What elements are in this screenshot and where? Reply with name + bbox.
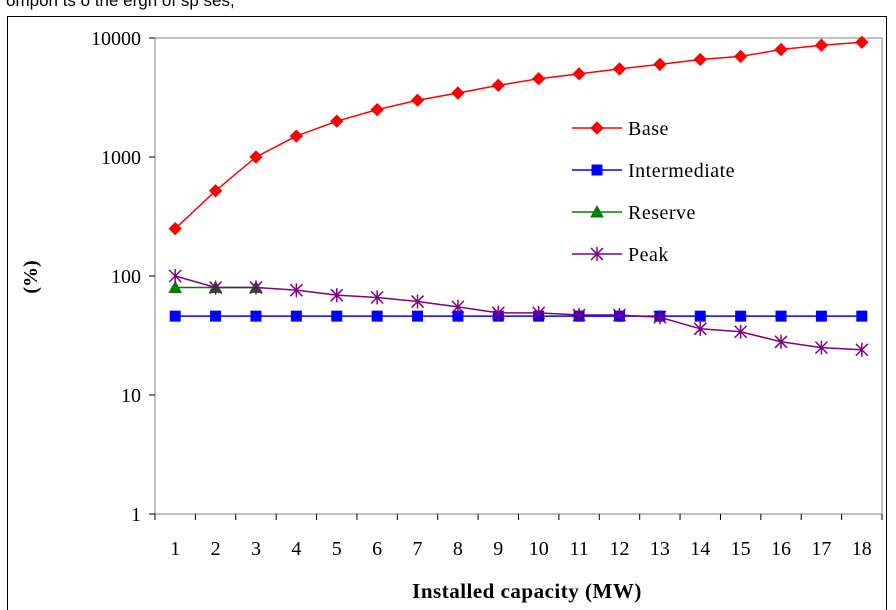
chart-frame	[7, 16, 887, 610]
y-ticks: 1 10 100 1000 10000	[91, 28, 155, 526]
base-point	[289, 129, 304, 143]
peak-point	[451, 299, 465, 314]
x-tick-label: 18	[852, 538, 872, 560]
legend-marker	[591, 164, 603, 176]
peak-point	[330, 288, 344, 303]
x-tick-label: 8	[453, 538, 463, 560]
peak-point	[855, 342, 869, 357]
peak-point	[491, 305, 505, 320]
legend-item-intermediate: Intermediate	[572, 160, 735, 182]
y-axis-label: (%)	[20, 260, 42, 293]
legend-marker	[590, 247, 604, 261]
intermediate-point	[815, 310, 827, 322]
base-point	[774, 42, 788, 57]
y-tick-label: 1000	[101, 147, 141, 169]
peak-point	[289, 283, 303, 298]
reserve-point	[168, 280, 183, 294]
x-tick-label: 14	[690, 538, 710, 560]
intermediate-point	[694, 310, 706, 322]
figure-caption-fragment: ompon ts o the ergh of sp ses,	[6, 0, 235, 10]
series-peak	[168, 269, 869, 357]
x-tick-label: 7	[413, 538, 423, 560]
base-point	[653, 57, 667, 72]
y-tick-label: 10	[121, 385, 141, 407]
peak-point	[209, 280, 223, 295]
intermediate-point	[331, 310, 343, 322]
series-layer	[168, 35, 869, 357]
base-point	[491, 78, 506, 93]
y-tick-label: 10000	[91, 28, 141, 50]
x-tick-label: 2	[211, 538, 221, 560]
x-tick-label: 15	[731, 538, 751, 560]
peak-point	[532, 305, 546, 320]
intermediate-point	[169, 310, 181, 322]
plot-area-border	[154, 37, 883, 515]
legend-item-base: Base	[572, 118, 669, 140]
base-point	[572, 67, 586, 81]
legend-item-reserve: Reserve	[572, 202, 696, 224]
intermediate-point	[775, 310, 787, 322]
base-point	[410, 93, 425, 107]
x-tick-label: 3	[251, 538, 261, 560]
legend-marker	[590, 121, 604, 135]
peak-point	[612, 308, 627, 323]
base-point	[612, 62, 627, 76]
intermediate-point	[412, 310, 424, 322]
x-tick-label: 5	[332, 538, 342, 560]
base-point	[855, 35, 869, 50]
peak-point	[572, 308, 586, 323]
peak-point	[249, 280, 263, 295]
intermediate-point	[735, 310, 747, 322]
base-point	[168, 221, 182, 236]
intermediate-point	[210, 310, 222, 322]
peak-point	[774, 334, 788, 349]
base-point	[814, 38, 829, 52]
legend: Base Intermediate Reserve Peak	[572, 118, 735, 266]
y-tick-label: 1	[131, 504, 141, 526]
intermediate-point	[290, 310, 302, 322]
peak-point	[734, 324, 748, 339]
x-tick-label: 17	[811, 538, 831, 560]
x-ticks: 1 2 3 4 5 6 7 8 9 10 11 12 13 14 15 16 17 18	[154, 514, 883, 560]
base-point	[451, 86, 465, 100]
legend-label: Reserve	[628, 202, 696, 224]
peak-point	[410, 294, 425, 309]
x-axis-label: Installed capacity (MW)	[412, 579, 642, 603]
x-tick-label: 9	[493, 538, 503, 560]
x-tick-label: 10	[529, 538, 549, 560]
base-point	[208, 184, 223, 198]
x-tick-label: 4	[291, 538, 301, 560]
x-tick-label: 16	[771, 538, 791, 560]
peak-point	[693, 321, 707, 336]
x-tick-label: 11	[569, 538, 588, 560]
base-line	[174, 41, 862, 230]
legend-item-peak: Peak	[572, 244, 669, 266]
intermediate-point	[856, 310, 868, 322]
base-point	[733, 49, 748, 64]
peak-point	[814, 340, 828, 355]
x-tick-label: 1	[170, 538, 180, 560]
legend-label: Intermediate	[628, 160, 735, 182]
base-point	[693, 52, 707, 67]
legend-marker	[590, 204, 604, 218]
base-point	[249, 150, 263, 164]
base-point	[330, 114, 344, 128]
legend-label: Peak	[628, 244, 669, 266]
x-tick-label: 12	[609, 538, 629, 560]
peak-line	[174, 275, 862, 351]
peak-point	[653, 310, 667, 325]
peak-point	[168, 269, 182, 283]
base-point	[370, 102, 384, 117]
intermediate-point	[371, 310, 383, 322]
peak-point	[370, 290, 384, 305]
x-tick-label: 6	[372, 538, 382, 560]
y-tick-label: 100	[111, 266, 141, 288]
base-point	[531, 71, 546, 86]
x-tick-label: 13	[650, 538, 670, 560]
legend-label: Base	[628, 118, 669, 140]
series-base	[168, 35, 869, 236]
intermediate-point	[250, 310, 262, 322]
